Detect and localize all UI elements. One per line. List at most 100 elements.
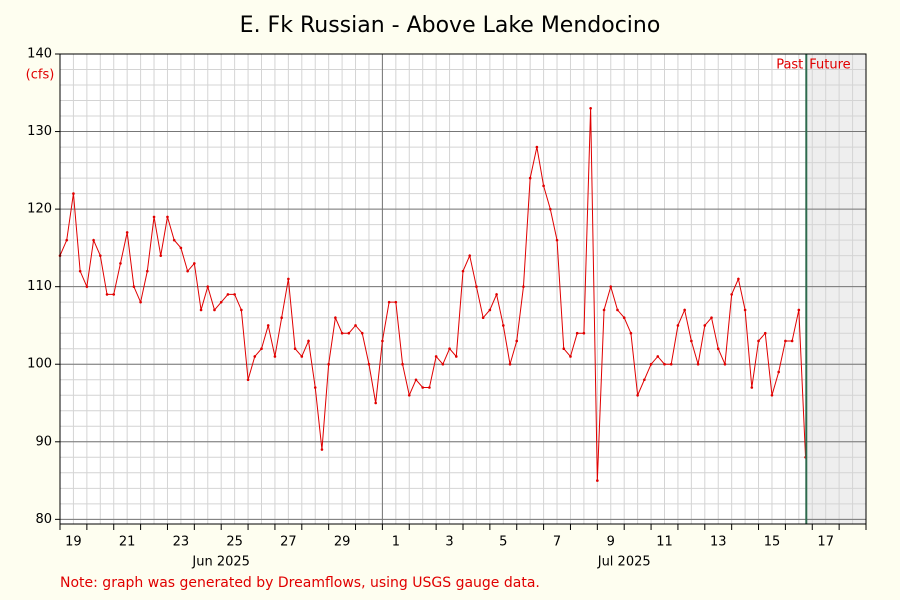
data-point: [730, 293, 733, 296]
x-tick-label: 23: [173, 535, 190, 550]
x-tick-label: 7: [553, 535, 561, 550]
data-point: [596, 479, 599, 482]
data-point: [253, 355, 257, 358]
data-point: [575, 331, 579, 335]
y-axis-label: (cfs): [26, 68, 55, 83]
plot-frame: [59, 53, 867, 525]
data-point: [508, 362, 512, 366]
data-point: [522, 285, 525, 288]
data-point: [313, 386, 317, 389]
data-point: [246, 378, 250, 382]
data-point: [266, 324, 270, 327]
data-point: [669, 362, 673, 366]
data-point: [743, 308, 747, 312]
y-tick-label: 110: [27, 279, 52, 294]
data-point: [293, 347, 297, 351]
data-point: [78, 269, 82, 273]
data-point: [260, 347, 263, 351]
data-point: [112, 293, 116, 296]
y-tick-label: 120: [27, 202, 52, 217]
data-point: [750, 386, 754, 389]
data-point: [716, 347, 720, 351]
x-tick-label: 9: [607, 535, 615, 550]
data-point: [790, 339, 794, 343]
data-point: [542, 184, 545, 188]
data-point: [663, 362, 666, 366]
data-point: [414, 378, 418, 382]
x-tick-label: 17: [817, 535, 834, 550]
data-point: [481, 316, 485, 319]
data-point: [146, 269, 149, 273]
data-point: [92, 238, 95, 242]
data-point: [273, 355, 277, 358]
past-label: Past: [776, 58, 803, 73]
data-point: [676, 324, 680, 327]
data-point: [387, 300, 391, 304]
x-tick-label: 11: [656, 535, 673, 550]
data-point: [139, 300, 142, 304]
data-point: [703, 324, 707, 327]
data-point: [132, 285, 136, 288]
x-tick-label: 5: [499, 535, 507, 550]
data-point: [784, 339, 787, 343]
data-point: [179, 246, 183, 250]
data-point: [360, 331, 364, 335]
data-point: [555, 238, 559, 242]
data-point: [690, 339, 693, 343]
data-point: [240, 308, 243, 312]
data-point: [737, 277, 740, 281]
data-point: [683, 308, 686, 312]
data-point: [475, 285, 478, 288]
data-point: [421, 386, 425, 389]
data-point: [629, 331, 633, 335]
data-point: [287, 277, 290, 281]
data-point: [300, 355, 304, 358]
data-point: [125, 231, 129, 234]
data-point: [166, 215, 169, 219]
y-tick-label: 80: [35, 512, 52, 527]
data-point: [374, 401, 377, 405]
data-point: [528, 176, 532, 180]
data-point: [763, 331, 767, 335]
data-point: [233, 293, 236, 296]
data-point: [206, 285, 210, 288]
chart-title: E. Fk Russian - Above Lake Mendocino: [240, 13, 661, 38]
month-label: Jul 2025: [597, 555, 651, 570]
data-point: [777, 370, 780, 374]
data-point: [394, 300, 398, 304]
data-point: [609, 285, 613, 288]
y-tick-label: 90: [35, 434, 52, 449]
data-point: [193, 262, 196, 265]
data-point: [468, 254, 472, 257]
data-point: [105, 293, 109, 296]
data-point: [710, 316, 713, 319]
data-point: [381, 339, 384, 343]
data-point: [320, 448, 324, 451]
data-point: [85, 285, 89, 288]
future-region: [806, 54, 866, 524]
data-point: [757, 339, 760, 343]
data-point: [622, 316, 626, 319]
data-point: [327, 362, 330, 366]
data-point: [280, 316, 283, 319]
data-point: [797, 308, 801, 312]
data-point: [354, 324, 357, 327]
data-point: [152, 215, 156, 219]
data-point: [495, 293, 498, 296]
data-point: [569, 355, 572, 358]
data-point: [401, 362, 404, 366]
x-tick-label: 1: [392, 535, 400, 550]
data-point: [488, 308, 492, 312]
data-point: [454, 355, 458, 358]
data-point: [549, 207, 552, 211]
x-tick-label: 15: [764, 535, 781, 550]
data-point: [213, 308, 216, 312]
data-point: [334, 316, 337, 319]
x-tick-label: 25: [226, 535, 243, 550]
data-point: [515, 339, 519, 343]
data-point: [636, 393, 639, 397]
data-point: [119, 262, 122, 265]
data-point: [72, 192, 75, 195]
data-point: [562, 347, 566, 351]
